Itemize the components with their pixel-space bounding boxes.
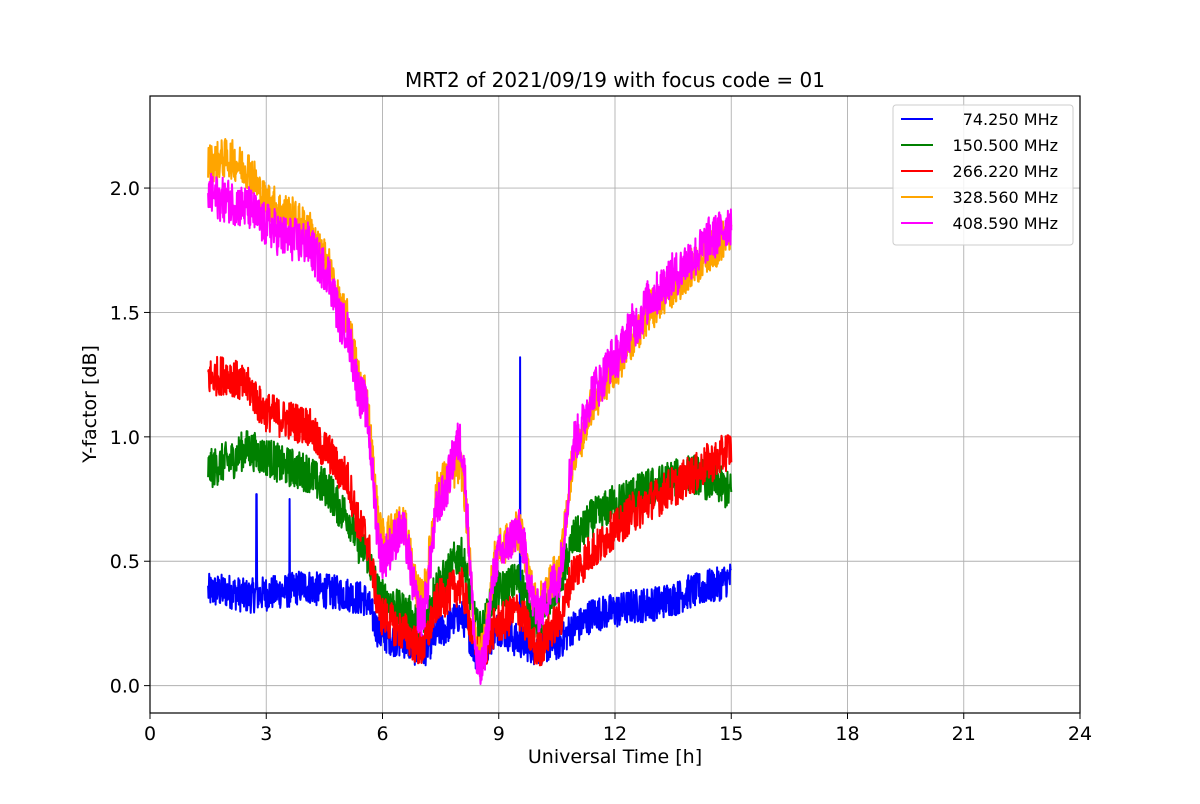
legend: 74.250 MHz 150.500 MHz 266.220 MHz 328.560 … xyxy=(893,105,1073,245)
x-tick-label: 24 xyxy=(1068,723,1092,745)
y-tick-label: 1.5 xyxy=(110,302,140,324)
legend-label: 150.500 MHz xyxy=(953,136,1058,155)
x-tick-label: 18 xyxy=(835,723,859,745)
x-tick-label: 3 xyxy=(260,723,272,745)
y-tick-label: 0.5 xyxy=(110,551,140,573)
legend-label: 328.560 MHz xyxy=(953,188,1058,207)
y-tick-label: 0.0 xyxy=(110,676,140,698)
legend-label: 74.250 MHz xyxy=(963,110,1058,129)
x-tick-label: 12 xyxy=(603,723,627,745)
x-tick-label: 6 xyxy=(376,723,388,745)
x-axis-label: Universal Time [h] xyxy=(528,746,702,768)
x-tick-label: 9 xyxy=(493,723,505,745)
x-tick-label: 0 xyxy=(144,723,156,745)
chart-title: MRT2 of 2021/09/19 with focus code = 01 xyxy=(405,68,825,92)
y-tick-label: 1.0 xyxy=(110,427,140,449)
x-tick-label: 15 xyxy=(719,723,743,745)
y-tick-label: 2.0 xyxy=(110,178,140,200)
legend-label: 408.590 MHz xyxy=(953,214,1058,233)
legend-label: 266.220 MHz xyxy=(953,162,1058,181)
y-axis-label: Y-factor [dB] xyxy=(79,345,101,464)
x-tick-label: 21 xyxy=(952,723,976,745)
